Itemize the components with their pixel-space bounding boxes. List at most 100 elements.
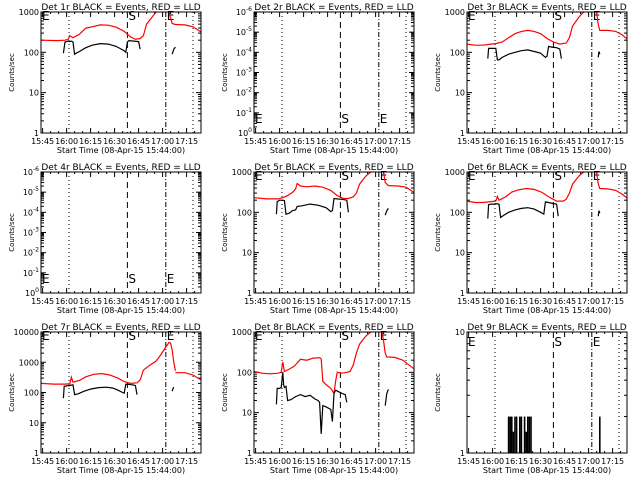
panel-title: Det 7r BLACK = Events, RED = LLD — [41, 323, 200, 333]
panel-title: Det 2r BLACK = Events, RED = LLD — [254, 3, 413, 13]
x-tick-label: 17:00 — [577, 457, 600, 466]
x-tick-label: 17:00 — [364, 297, 387, 306]
x-tick-label: 16:00 — [481, 137, 504, 146]
y-tick-label: 10 — [242, 409, 252, 418]
y-tick-label: 10-5 — [236, 26, 252, 37]
panel-title: Det 8r BLACK = Events, RED = LLD — [254, 323, 413, 333]
x-tick-label: 15:45 — [457, 297, 480, 306]
x-tick-label: 16:30 — [103, 457, 126, 466]
panel-det-3: Det 3r BLACK = Events, RED = LLD 1 10 100 10… — [434, 3, 628, 155]
y-axis-label: Counts/sec — [8, 53, 16, 92]
marker-label-s: S — [128, 272, 136, 286]
y-tick-label: 10 — [455, 328, 465, 337]
x-tick-label: 17:15 — [388, 137, 411, 146]
series-group — [254, 172, 414, 216]
x-tick-label: 16:00 — [55, 137, 78, 146]
marker-label-s: S — [554, 335, 562, 349]
panel-title: Det 4r BLACK = Events, RED = LLD — [41, 163, 200, 173]
x-axis-label: Start Time (08-Apr-15 15:44:00) — [57, 146, 185, 155]
series-events-line — [275, 372, 348, 434]
series-lld-line — [383, 172, 414, 194]
marker-label-e: E — [468, 169, 476, 183]
x-axis-label: Start Time (08-Apr-15 15:44:00) — [270, 306, 398, 315]
event-count-bar — [528, 416, 531, 453]
x-axis-label: Start Time (08-Apr-15 15:44:00) — [57, 306, 185, 315]
y-tick-label: 100 — [237, 208, 252, 217]
y-tick-label: 10-5 — [23, 186, 39, 197]
series-group — [507, 416, 601, 453]
x-tick-label: 15:45 — [457, 457, 480, 466]
panel-det-7: Det 7r BLACK = Events, RED = LLD 1 10 100 10… — [8, 323, 202, 475]
x-tick-label: 16:00 — [481, 297, 504, 306]
series-lld-line — [168, 12, 201, 33]
x-tick-label: 17:00 — [577, 297, 600, 306]
x-tick-label: 16:00 — [481, 457, 504, 466]
marker-label-e: E — [593, 335, 601, 349]
x-tick-label: 16:30 — [316, 297, 339, 306]
y-tick-label: 10-6 — [23, 166, 39, 177]
x-tick-label: 15:45 — [457, 137, 480, 146]
panel-det-2: Det 2r BLACK = Events, RED = LLD 100 10-1 1… — [221, 3, 415, 155]
y-axis-label: Counts/sec — [434, 213, 442, 252]
x-tick-label: 16:30 — [316, 137, 339, 146]
y-tick-label: 1000 — [232, 328, 252, 337]
x-tick-label: 17:15 — [601, 457, 624, 466]
marker-label-s: S — [341, 329, 349, 343]
x-axis-label: Start Time (08-Apr-15 15:44:00) — [483, 306, 611, 315]
y-tick-label: 10 — [455, 89, 465, 98]
x-tick-label: 16:15 — [292, 457, 315, 466]
panel-det-5: Det 5r BLACK = Events, RED = LLD 1 10 100 10… — [221, 163, 415, 315]
series-events-line — [62, 383, 138, 399]
series-lld-line — [254, 172, 372, 200]
x-tick-label: 16:15 — [79, 457, 102, 466]
x-tick-label: 16:30 — [103, 137, 126, 146]
x-tick-label: 16:15 — [505, 137, 528, 146]
event-count-bar — [527, 416, 529, 453]
y-tick-label: 1 — [247, 449, 252, 458]
x-tick-label: 17:15 — [388, 297, 411, 306]
series-group — [41, 12, 201, 56]
x-tick-label: 16:45 — [553, 297, 576, 306]
series-lld-line — [41, 341, 176, 385]
x-tick-label: 17:00 — [151, 457, 174, 466]
y-axis-label: Counts/sec — [221, 213, 229, 252]
y-tick-label: 10-4 — [23, 206, 39, 217]
x-tick-label: 15:45 — [31, 137, 54, 146]
series-group — [467, 172, 627, 219]
marker-label-e: E — [255, 169, 263, 183]
marker-label-s: S — [341, 169, 349, 183]
marker-label-e: E — [380, 112, 388, 126]
series-group — [41, 341, 201, 399]
x-axis-label: Start Time (08-Apr-15 15:44:00) — [57, 466, 185, 475]
x-tick-label: 16:15 — [79, 297, 102, 306]
y-tick-label: 10 — [455, 249, 465, 258]
x-axis-label: Start Time (08-Apr-15 15:44:00) — [483, 146, 611, 155]
plot-frame — [40, 171, 202, 294]
x-tick-label: 16:15 — [505, 297, 528, 306]
marker-label-e: E — [255, 112, 263, 126]
y-tick-label: 10-3 — [236, 67, 252, 78]
panel-det-6: Det 6r BLACK = Events, RED = LLD 1 10 100 10… — [434, 163, 628, 315]
event-count-bar — [519, 416, 521, 453]
series-events-line — [384, 389, 389, 406]
y-tick-label: 10-3 — [23, 227, 39, 238]
y-tick-label: 1 — [460, 129, 465, 138]
series-events-line — [487, 45, 562, 61]
x-axis-label: Start Time (08-Apr-15 15:44:00) — [270, 466, 398, 475]
x-tick-label: 17:00 — [577, 137, 600, 146]
series-group — [467, 12, 627, 61]
y-axis-label: Counts/sec — [434, 373, 442, 412]
x-tick-label: 16:45 — [340, 457, 363, 466]
plot-frame — [466, 11, 628, 134]
x-tick-label: 17:15 — [388, 457, 411, 466]
series-lld-line — [254, 332, 372, 396]
series-lld-line — [467, 172, 585, 204]
marker-label-e: E — [468, 9, 476, 23]
x-tick-label: 16:00 — [55, 297, 78, 306]
y-axis-label: Counts/sec — [221, 53, 229, 92]
y-tick-label: 1000 — [232, 168, 252, 177]
x-tick-label: 16:45 — [127, 297, 150, 306]
x-tick-label: 16:45 — [127, 137, 150, 146]
x-tick-label: 16:45 — [340, 137, 363, 146]
y-tick-label: 1 — [460, 289, 465, 298]
